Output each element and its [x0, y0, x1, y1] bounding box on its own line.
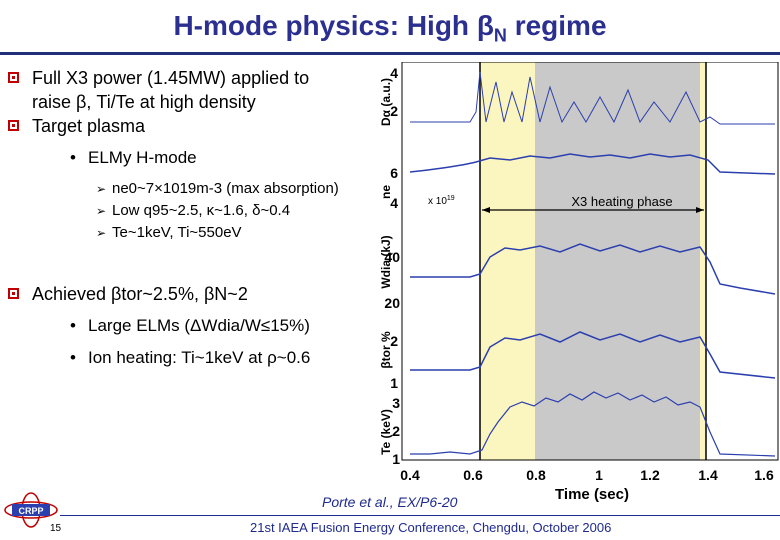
te-trace: [410, 391, 776, 457]
svg-text:CRPP: CRPP: [18, 506, 43, 516]
bullet-1-cont: raise β, Ti/Te at high density: [32, 92, 256, 112]
x-tick-1: 1: [595, 467, 603, 483]
dalpha-tick-4: 4: [390, 65, 398, 81]
footer-rule: [60, 515, 780, 516]
title-beta: β: [476, 10, 494, 41]
citation: Porte et al., EX/P6-20: [322, 494, 458, 510]
title-suffix: regime: [506, 10, 607, 41]
panel-dalpha: Dα (a.u.) 4 2: [379, 65, 775, 126]
bullet-1: Full X3 power (1.45MW) applied to: [8, 66, 388, 90]
bullet-list: Full X3 power (1.45MW) applied to raise …: [8, 66, 388, 370]
conference-footer: 21st IAEA Fusion Energy Conference, Chen…: [250, 520, 612, 535]
beta-trace: [410, 331, 776, 379]
density-label: ne: [379, 185, 393, 199]
te-tick-1: 1: [392, 451, 400, 467]
sub-bullet-ion-heating: Ion heating: Ti~1keV at ρ~0.6: [70, 346, 388, 370]
panel-density: ne 6 4 x 1019 X3 heating phase: [379, 153, 776, 213]
arrow-right-head-icon: [696, 207, 704, 213]
page-number: 15: [50, 523, 62, 534]
te-label: Te (keV): [379, 409, 393, 455]
beta-tick-2: 2: [390, 333, 398, 349]
bullet-box-icon: [8, 120, 19, 131]
sub-bullet-elms: Large ELMs (ΔWdia/W≤15%): [70, 314, 388, 338]
panel-te: Te (keV) 3 2 1: [379, 391, 776, 467]
te-tick-2: 2: [392, 423, 400, 439]
title-rule: [0, 52, 780, 55]
beta-label: βtor %: [379, 331, 393, 369]
wdia-tick-40: 40: [384, 249, 400, 265]
x-axis-label: Time (sec): [555, 486, 629, 502]
bullet-3: Achieved βtor~2.5%, βN~2: [8, 282, 388, 306]
slide-title: H-mode physics: High βN regime: [0, 10, 780, 47]
density-tick-4: 4: [390, 195, 398, 211]
dalpha-trace: [410, 71, 775, 125]
bullet-2: Target plasma: [8, 114, 388, 138]
dalpha-tick-2: 2: [390, 103, 398, 119]
density-trace: [409, 153, 776, 175]
x-tick-0.4: 0.4: [400, 467, 420, 483]
x-tick-0.6: 0.6: [463, 467, 483, 483]
density-scale: x 1019: [428, 195, 455, 207]
panel-beta: βtor % 2 1: [379, 331, 776, 391]
x-axis: 0.4 0.6 0.8 1 1.2 1.4 1.6 Time (sec): [400, 467, 774, 502]
dalpha-label: Dα (a.u.): [379, 78, 393, 126]
title-sub: N: [493, 25, 507, 46]
x-tick-1.4: 1.4: [698, 467, 718, 483]
sub-bullet-elmy: ELMy H-mode: [70, 146, 388, 170]
x-tick-1.2: 1.2: [640, 467, 660, 483]
bullet-box-icon: [8, 288, 19, 299]
wdia-label: Wdia (kJ): [379, 235, 393, 288]
te-tick-3: 3: [392, 395, 400, 411]
beta-tick-1: 1: [390, 375, 398, 391]
density-tick-6: 6: [390, 165, 398, 181]
crpp-logo: CRPP: [4, 492, 58, 528]
panel-wdia: Wdia (kJ) 40 20: [379, 235, 776, 311]
sub-sub-bullet-temps: Te~1keV, Ti~550eV: [96, 222, 388, 244]
wdia-trace: [410, 243, 776, 295]
plot-frame: [401, 62, 779, 461]
bullet-box-icon: [8, 72, 19, 83]
wdia-tick-20: 20: [384, 295, 400, 311]
time-trace-figure: Dα (a.u.) 4 2 ne 6 4 x 1019 X3 heating p…: [379, 62, 779, 502]
sub-sub-bullet-q95: Low q95~2.5, κ~1.6, δ~0.4: [96, 200, 388, 222]
x-tick-1.6: 1.6: [754, 467, 774, 483]
title-prefix: H-mode physics: High: [173, 10, 477, 41]
sub-sub-bullet-density: ne0~7×1019m-3 (max absorption): [96, 178, 388, 200]
arrow-left-head-icon: [482, 207, 490, 213]
x-tick-0.8: 0.8: [526, 467, 546, 483]
heating-phase-label: X3 heating phase: [571, 194, 672, 209]
